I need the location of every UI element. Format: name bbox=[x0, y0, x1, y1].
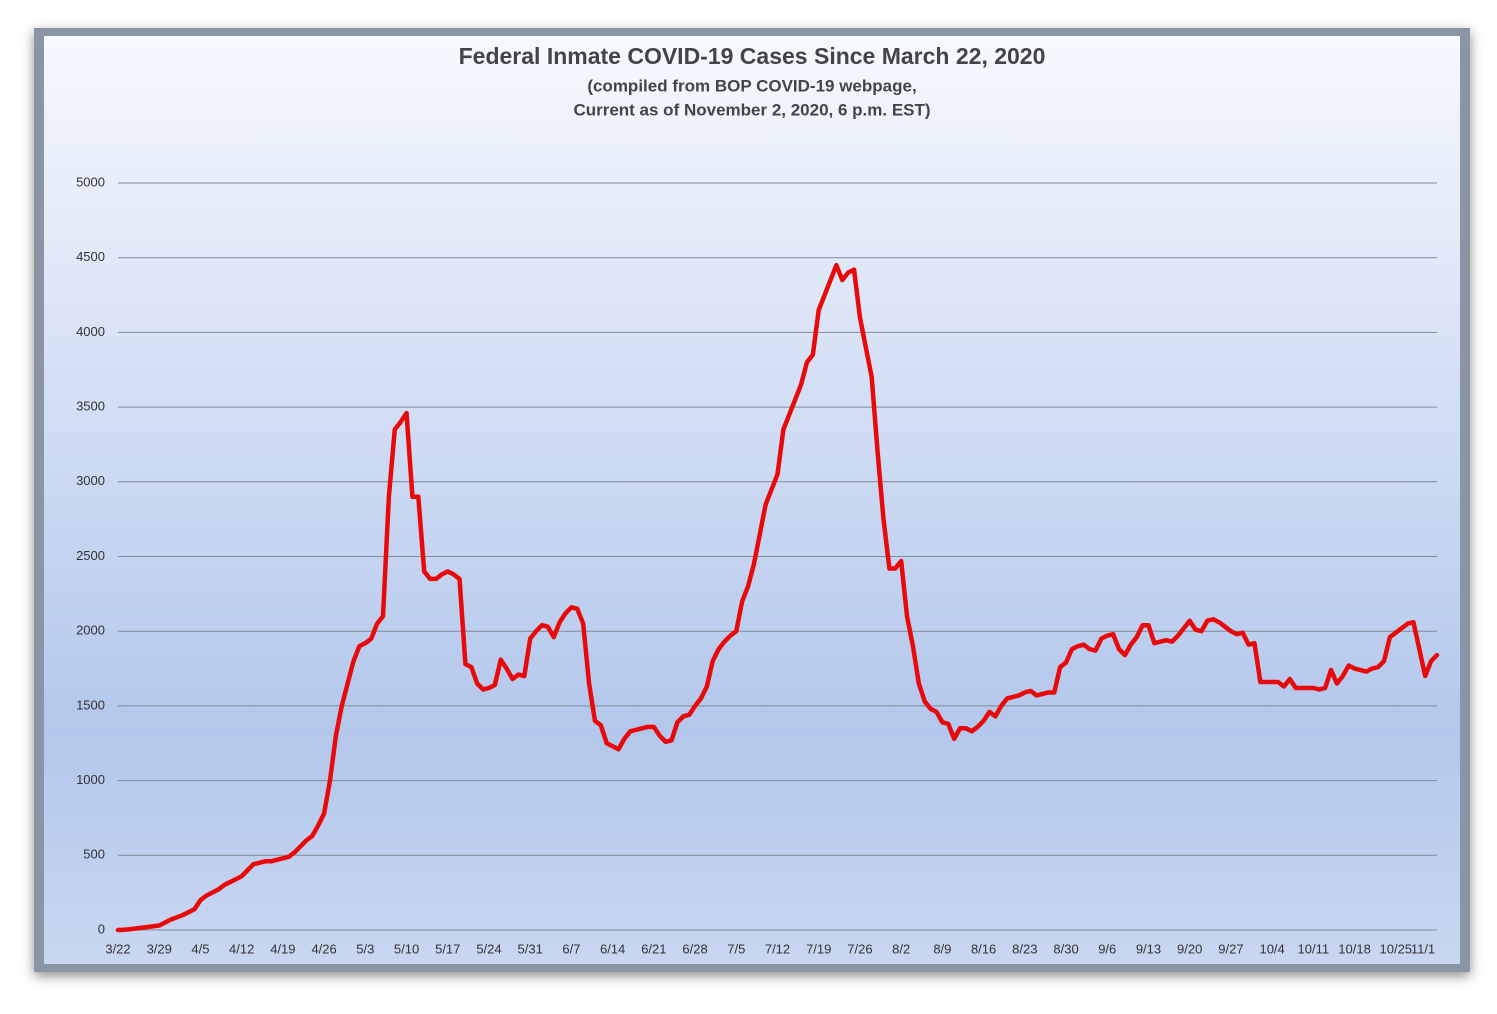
x-tick-label: 5/10 bbox=[394, 941, 419, 956]
x-tick-label: 7/26 bbox=[847, 941, 872, 956]
x-tick-label: 10/11 bbox=[1298, 941, 1330, 956]
x-tick-label: 4/19 bbox=[270, 941, 295, 956]
x-tick-label: 7/12 bbox=[765, 941, 790, 956]
x-tick-label: 6/14 bbox=[600, 941, 625, 956]
y-tick-label: 500 bbox=[83, 847, 105, 862]
y-tick-label: 2000 bbox=[76, 623, 105, 638]
x-tick-label: 5/3 bbox=[356, 941, 374, 956]
x-tick-label: 10/25 bbox=[1380, 941, 1413, 956]
x-tick-label: 5/31 bbox=[518, 941, 543, 956]
y-tick-label: 0 bbox=[98, 921, 105, 936]
x-tick-label: 6/7 bbox=[562, 941, 580, 956]
x-tick-label: 11/1 bbox=[1411, 941, 1435, 956]
plot-background bbox=[44, 36, 1460, 964]
x-tick-label: 7/5 bbox=[727, 941, 745, 956]
data-line bbox=[115, 262, 1440, 933]
x-tick-label: 9/20 bbox=[1177, 941, 1202, 956]
y-tick-label: 3500 bbox=[76, 399, 105, 414]
x-tick-label: 9/6 bbox=[1098, 941, 1116, 956]
x-tick-label: 3/22 bbox=[105, 941, 130, 956]
x-tick-label: 7/19 bbox=[806, 941, 831, 956]
x-tick-label: 8/23 bbox=[1012, 941, 1037, 956]
x-tick-label: 8/30 bbox=[1053, 941, 1078, 956]
y-tick-label: 4000 bbox=[76, 324, 105, 339]
x-tick-label: 10/18 bbox=[1338, 941, 1371, 956]
x-tick-label: 8/2 bbox=[892, 941, 910, 956]
y-tick-label: 2500 bbox=[76, 548, 105, 563]
y-tick-label: 5000 bbox=[76, 174, 105, 189]
chart-subtitle: Current as of November 2, 2020, 6 p.m. E… bbox=[573, 100, 930, 119]
x-tick-label: 4/12 bbox=[229, 941, 254, 956]
x-tick-label: 4/26 bbox=[311, 941, 336, 956]
y-tick-label: 4500 bbox=[76, 249, 105, 264]
y-tick-label: 3000 bbox=[76, 473, 105, 488]
x-tick-label: 6/28 bbox=[682, 941, 707, 956]
chart-title: Federal Inmate COVID-19 Cases Since Marc… bbox=[459, 43, 1046, 69]
x-tick-label: 3/29 bbox=[147, 941, 172, 956]
x-tick-label: 5/24 bbox=[476, 941, 501, 956]
chart-subtitle: (compiled from BOP COVID-19 webpage, bbox=[587, 76, 916, 95]
x-tick-label: 9/13 bbox=[1136, 941, 1161, 956]
x-tick-label: 8/9 bbox=[933, 941, 951, 956]
x-tick-label: 6/21 bbox=[641, 941, 666, 956]
y-tick-label: 1000 bbox=[76, 772, 105, 787]
x-tick-label: 8/16 bbox=[971, 941, 996, 956]
x-tick-label: 4/5 bbox=[191, 941, 209, 956]
y-tick-label: 1500 bbox=[76, 697, 105, 712]
x-tick-label: 10/4 bbox=[1259, 941, 1284, 956]
x-tick-label: 5/17 bbox=[435, 941, 460, 956]
x-tick-label: 9/27 bbox=[1218, 941, 1243, 956]
